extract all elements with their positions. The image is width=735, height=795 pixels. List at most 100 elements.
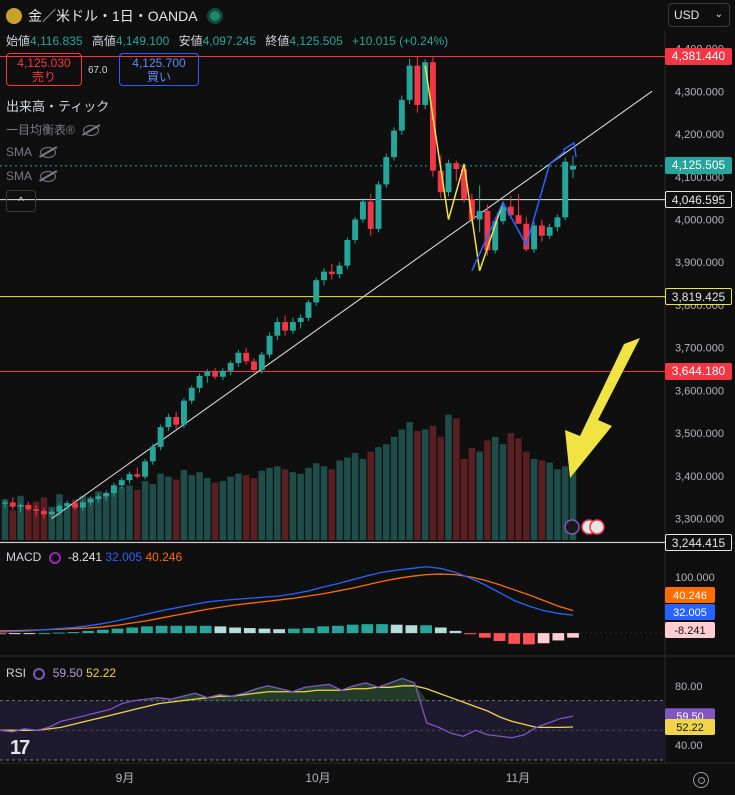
collapse-indicators-button[interactable]: ^ bbox=[6, 190, 36, 212]
volume-indicator-label[interactable]: 出来高・ティック bbox=[6, 99, 110, 114]
candle-body bbox=[305, 302, 312, 318]
volume-bar bbox=[172, 479, 180, 540]
candle-body bbox=[149, 446, 156, 462]
volume-bar bbox=[134, 489, 141, 540]
currency-value: USD bbox=[674, 8, 700, 22]
macd-histogram-bar bbox=[126, 627, 139, 634]
y-tick-label: 3,900.000 bbox=[675, 257, 724, 269]
tradingview-logo[interactable]: 17 bbox=[10, 737, 30, 759]
volume-bar bbox=[476, 451, 483, 540]
macd-histogram-bar bbox=[229, 627, 241, 634]
macd-histogram-bar bbox=[23, 633, 36, 635]
candle-body bbox=[72, 503, 78, 508]
hidden-eye-icon[interactable] bbox=[82, 125, 99, 137]
macd-histogram-bar bbox=[170, 625, 183, 634]
volume-bar bbox=[390, 436, 398, 540]
buy-button[interactable]: 4,125.700 買い bbox=[119, 53, 199, 86]
rsi-settings-icon[interactable] bbox=[33, 667, 46, 680]
candle-body bbox=[40, 510, 47, 515]
volume-bar bbox=[71, 499, 79, 540]
macd-histogram-bar bbox=[376, 624, 388, 634]
rsi-legend[interactable]: RSI 59.50 52.22 bbox=[6, 666, 116, 680]
sma-indicator-2[interactable]: SMA bbox=[6, 169, 57, 183]
macd-legend[interactable]: MACD -8.241 32.005 40.246 bbox=[6, 550, 182, 564]
volume-bar bbox=[569, 457, 577, 540]
volume-bar bbox=[126, 485, 133, 540]
volume-bar bbox=[328, 469, 336, 540]
volume-bar bbox=[507, 433, 515, 540]
volume-bar bbox=[95, 491, 102, 540]
candle-body bbox=[297, 317, 304, 323]
volume-bar bbox=[211, 482, 219, 540]
candle-body bbox=[476, 210, 483, 220]
candle-body bbox=[352, 219, 359, 240]
volume-bar bbox=[180, 470, 188, 540]
market-status-icon bbox=[209, 11, 220, 21]
rsi-line bbox=[0, 677, 574, 739]
macd-histogram-bar bbox=[38, 633, 50, 635]
volume-bar bbox=[266, 467, 273, 540]
macd-histogram-bar bbox=[214, 626, 227, 634]
candle-body bbox=[2, 502, 8, 504]
candle-body bbox=[344, 240, 351, 266]
low-value: 4,097.245 bbox=[202, 34, 257, 48]
rsi-value: 59.50 bbox=[52, 666, 83, 680]
volume-bar bbox=[219, 481, 227, 540]
volume-bar bbox=[515, 438, 522, 540]
candle-body bbox=[258, 354, 265, 370]
ichimoku-indicator[interactable]: 一目均衡表® bbox=[6, 121, 99, 138]
candle-body bbox=[461, 169, 468, 199]
close-value: 4,125.505 bbox=[289, 34, 343, 48]
candle-body bbox=[289, 322, 296, 331]
macd-settings-icon[interactable] bbox=[48, 551, 61, 564]
candle-body bbox=[554, 217, 561, 228]
macd-title: MACD bbox=[6, 550, 42, 564]
candle-body bbox=[243, 352, 250, 362]
settings-gear-icon[interactable] bbox=[693, 772, 709, 788]
macd-line-label-text: 32.005 bbox=[673, 607, 707, 619]
sell-button[interactable]: 4,125.030 売り bbox=[6, 53, 82, 86]
candle-body bbox=[484, 210, 491, 251]
chevron-down-icon: ⌄ bbox=[714, 9, 723, 20]
candle-body bbox=[274, 322, 281, 336]
macd-histogram-bar bbox=[141, 626, 153, 634]
volume-bar bbox=[382, 444, 390, 540]
macd-histogram-bar bbox=[523, 633, 535, 645]
y-tick-label: 4,200.000 bbox=[675, 129, 724, 141]
y-tick-label: 4,000.000 bbox=[675, 214, 724, 226]
volume-bar bbox=[351, 453, 359, 540]
volume-bar bbox=[414, 430, 421, 540]
volume-bar bbox=[141, 481, 149, 540]
hidden-eye-icon[interactable] bbox=[40, 171, 57, 183]
macd-histogram-bar bbox=[8, 633, 21, 635]
volume-bar bbox=[398, 429, 406, 540]
hidden-eye-icon[interactable] bbox=[40, 147, 57, 159]
candle-body bbox=[266, 335, 273, 355]
buy-label: 買い bbox=[146, 70, 171, 84]
candle-body bbox=[523, 223, 530, 250]
x-tick-label: 10月 bbox=[305, 771, 330, 785]
macd-histogram-bar bbox=[243, 628, 256, 634]
volume-bar bbox=[118, 486, 125, 540]
candle-body bbox=[515, 215, 522, 224]
open-value: 4,116.835 bbox=[30, 34, 83, 48]
currency-select[interactable]: USD ⌄ bbox=[668, 3, 730, 27]
volume-bar bbox=[79, 495, 87, 540]
macd-histogram-bar bbox=[464, 633, 477, 635]
symbol-title: 金／米ドル・1日・OANDA bbox=[28, 8, 198, 24]
candle-body bbox=[64, 503, 71, 506]
candle-body bbox=[437, 170, 444, 193]
volume-bar bbox=[242, 475, 250, 540]
candle-body bbox=[251, 361, 257, 370]
sma-indicator-1[interactable]: SMA bbox=[6, 145, 57, 159]
candle-body bbox=[188, 387, 195, 401]
symbol-header[interactable]: 金／米ドル・1日・OANDA bbox=[6, 6, 220, 26]
candle-body bbox=[546, 227, 553, 236]
volume-bar bbox=[250, 478, 258, 540]
macd-histogram-bar bbox=[82, 630, 95, 634]
macd-histogram-bar bbox=[390, 624, 403, 634]
candle-body bbox=[538, 225, 545, 236]
macd-signal-label bbox=[665, 587, 715, 603]
y-tick-label: 4,100.000 bbox=[675, 172, 724, 184]
